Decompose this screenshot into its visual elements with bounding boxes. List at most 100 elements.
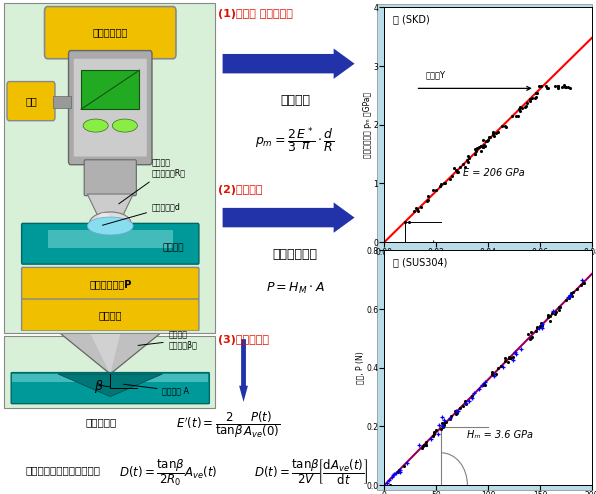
FancyBboxPatch shape — [21, 299, 199, 331]
Point — [474, 143, 484, 151]
Point — [467, 392, 477, 400]
Point — [451, 165, 461, 173]
Point — [504, 359, 513, 367]
Point — [417, 444, 427, 452]
Point — [481, 137, 491, 145]
Point — [439, 419, 449, 427]
Point — [572, 285, 582, 293]
Point — [489, 130, 498, 138]
Point — [439, 416, 449, 424]
Point — [544, 313, 553, 321]
FancyBboxPatch shape — [11, 372, 209, 404]
Point — [560, 83, 570, 91]
Ellipse shape — [112, 119, 137, 132]
Point — [511, 112, 521, 120]
Point — [462, 156, 471, 164]
Point — [477, 381, 486, 389]
Text: 鉰 (SUS304): 鉰 (SUS304) — [393, 257, 447, 267]
Bar — [53, 96, 71, 108]
Point — [569, 288, 578, 296]
Point — [505, 354, 514, 362]
Point — [515, 107, 524, 115]
Point — [416, 203, 426, 211]
Point — [455, 163, 465, 171]
Point — [510, 349, 520, 357]
Point — [526, 334, 536, 342]
Point — [472, 144, 482, 152]
Point — [555, 303, 564, 311]
Point — [453, 407, 462, 415]
Text: $E'(t) = \dfrac{2}{\tan\!\beta} \dfrac{P(t)}{A_{ve}(0)}$: $E'(t) = \dfrac{2}{\tan\!\beta} \dfrac{P… — [176, 410, 280, 440]
Point — [477, 143, 486, 151]
Text: (3)粘弾性解析: (3)粘弾性解析 — [218, 335, 269, 345]
FancyBboxPatch shape — [45, 6, 176, 59]
Point — [532, 89, 541, 97]
Point — [554, 82, 563, 90]
Point — [525, 335, 535, 343]
Point — [452, 411, 461, 418]
Y-axis label: 平均接舨圧， pₘ （GPa）: 平均接舨圧， pₘ （GPa） — [363, 92, 372, 158]
Text: $P = H_M \cdot A$: $P = H_M \cdot A$ — [266, 281, 324, 296]
Point — [447, 172, 457, 180]
Point — [497, 122, 507, 130]
Point — [538, 322, 547, 330]
Point — [560, 82, 569, 89]
Point — [399, 462, 409, 470]
Point — [421, 438, 431, 446]
Point — [395, 468, 405, 476]
Point — [470, 145, 480, 153]
Point — [522, 99, 532, 107]
Point — [438, 422, 448, 430]
Point — [488, 368, 497, 376]
Point — [531, 89, 541, 97]
Point — [563, 293, 573, 301]
Point — [554, 303, 563, 311]
Point — [576, 282, 586, 289]
Point — [483, 136, 493, 144]
Point — [498, 363, 508, 370]
Point — [385, 481, 395, 489]
Text: 接触円直径d: 接触円直径d — [103, 203, 181, 225]
Point — [566, 291, 575, 299]
Point — [527, 333, 536, 341]
Text: $D(t) = \dfrac{\tan\!\beta}{2R_0} A_{ve}(t)$: $D(t) = \dfrac{\tan\!\beta}{2R_0} A_{ve}… — [119, 457, 218, 488]
Point — [476, 147, 486, 155]
Point — [405, 218, 414, 226]
Point — [507, 354, 516, 362]
Point — [525, 95, 535, 103]
Point — [489, 132, 498, 140]
Point — [442, 417, 451, 425]
Point — [461, 397, 470, 405]
Point — [413, 207, 423, 215]
Point — [439, 421, 449, 429]
Polygon shape — [89, 331, 120, 374]
FancyBboxPatch shape — [69, 50, 152, 165]
Point — [563, 83, 573, 91]
Text: クリープコンプライアンス: クリープコンプライアンス — [26, 465, 101, 475]
Point — [401, 218, 410, 226]
Point — [423, 198, 432, 206]
Point — [429, 430, 439, 438]
Point — [460, 163, 470, 171]
Point — [538, 324, 547, 332]
Point — [537, 321, 547, 329]
FancyArrow shape — [239, 339, 248, 402]
Bar — [81, 70, 139, 109]
Point — [478, 143, 488, 151]
FancyBboxPatch shape — [21, 223, 199, 264]
Point — [579, 279, 588, 287]
Point — [485, 133, 494, 141]
Point — [578, 276, 587, 284]
Point — [561, 296, 571, 304]
Point — [428, 432, 437, 440]
Point — [578, 279, 588, 287]
Point — [507, 112, 517, 120]
Polygon shape — [58, 374, 162, 397]
Point — [532, 324, 542, 331]
FancyArrow shape — [223, 48, 355, 79]
Point — [402, 459, 412, 467]
Point — [478, 143, 488, 151]
Point — [429, 186, 438, 194]
Text: 鈔角圧子
（先端角β）: 鈔角圧子 （先端角β） — [138, 330, 197, 350]
Point — [551, 308, 561, 316]
